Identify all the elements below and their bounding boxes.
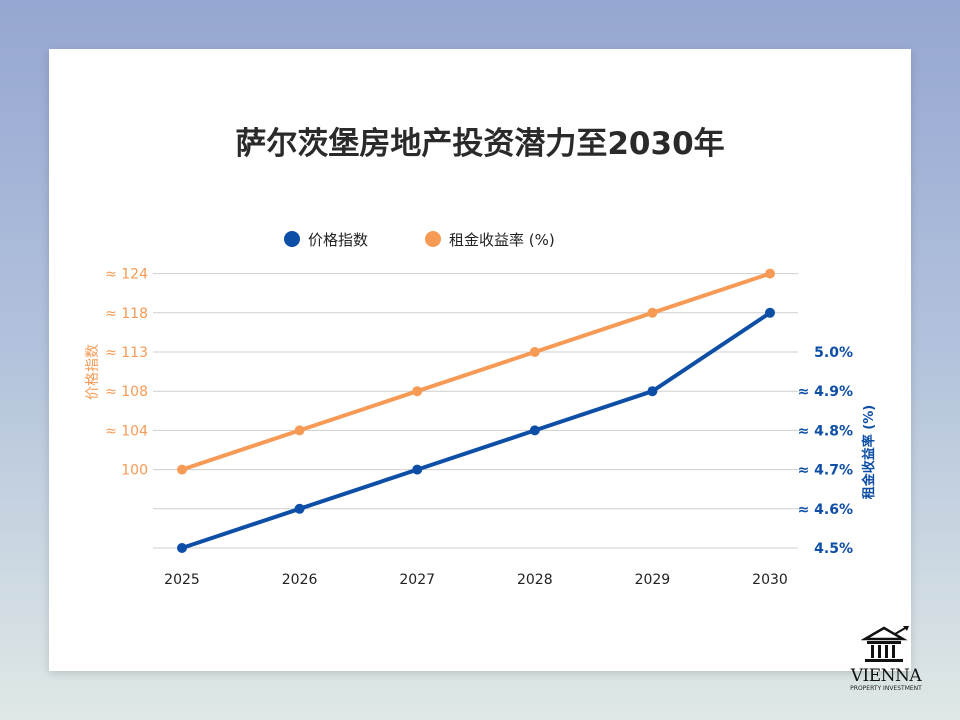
data-point [647,307,658,318]
legend-marker [425,231,441,247]
right-axis-tick-label: ≈ 4.7% [798,463,853,479]
left-axis-tick-label: ≈ 118 [105,306,148,322]
data-point [765,268,775,279]
left-axis-tick-label: ≈ 113 [105,345,148,361]
logo-subtitle: PROPERTY INVESTMENT [850,685,922,692]
data-point [529,347,540,357]
series-line [181,271,771,472]
left-axis-tick-label: ≈ 104 [105,423,148,439]
series-line [181,311,772,550]
legend-label: 价格指数 [308,231,368,249]
x-axis-tick-label: 2025 [164,572,200,588]
data-point [177,543,187,553]
data-point [647,386,658,397]
right-axis-title: 租金收益率 (%) [861,405,877,499]
left-axis-tick-label: ≈ 124 [105,267,148,283]
right-axis-tick-label: 4.5% [814,541,853,557]
x-axis-tick-label: 2029 [635,572,671,588]
legend-marker [284,231,300,247]
left-axis-tick-label: 100 [121,463,148,479]
vienna-logo: VIENNA PROPERTY INVESTMENT [846,625,926,692]
right-axis-tick-label: ≈ 4.8% [798,423,853,439]
data-point [765,307,775,318]
right-axis-tick-label: 5.0% [814,345,853,361]
x-axis-tick-label: 2027 [399,572,435,588]
right-axis-tick-label: ≈ 4.9% [798,384,853,400]
legend-label: 租金收益率 (%) [449,231,555,249]
x-axis-tick-label: 2030 [752,572,788,588]
chart-title: 萨尔茨堡房地产投资潜力至2030年 [235,126,725,162]
left-axis-title: 价格指数 [85,344,101,400]
bank-building-icon [861,626,909,662]
data-point [177,464,187,475]
x-axis-tick-label: 2028 [517,572,553,588]
logo-name: VIENNA [850,666,922,686]
data-point [294,503,305,514]
x-axis-tick-label: 2026 [282,572,318,588]
right-axis-tick-label: ≈ 4.6% [798,502,853,518]
data-point [529,425,540,436]
data-point [412,386,423,397]
data-point [294,425,305,436]
chart-card [49,49,911,671]
data-point [412,464,423,475]
left-axis-tick-label: ≈ 108 [105,384,148,400]
